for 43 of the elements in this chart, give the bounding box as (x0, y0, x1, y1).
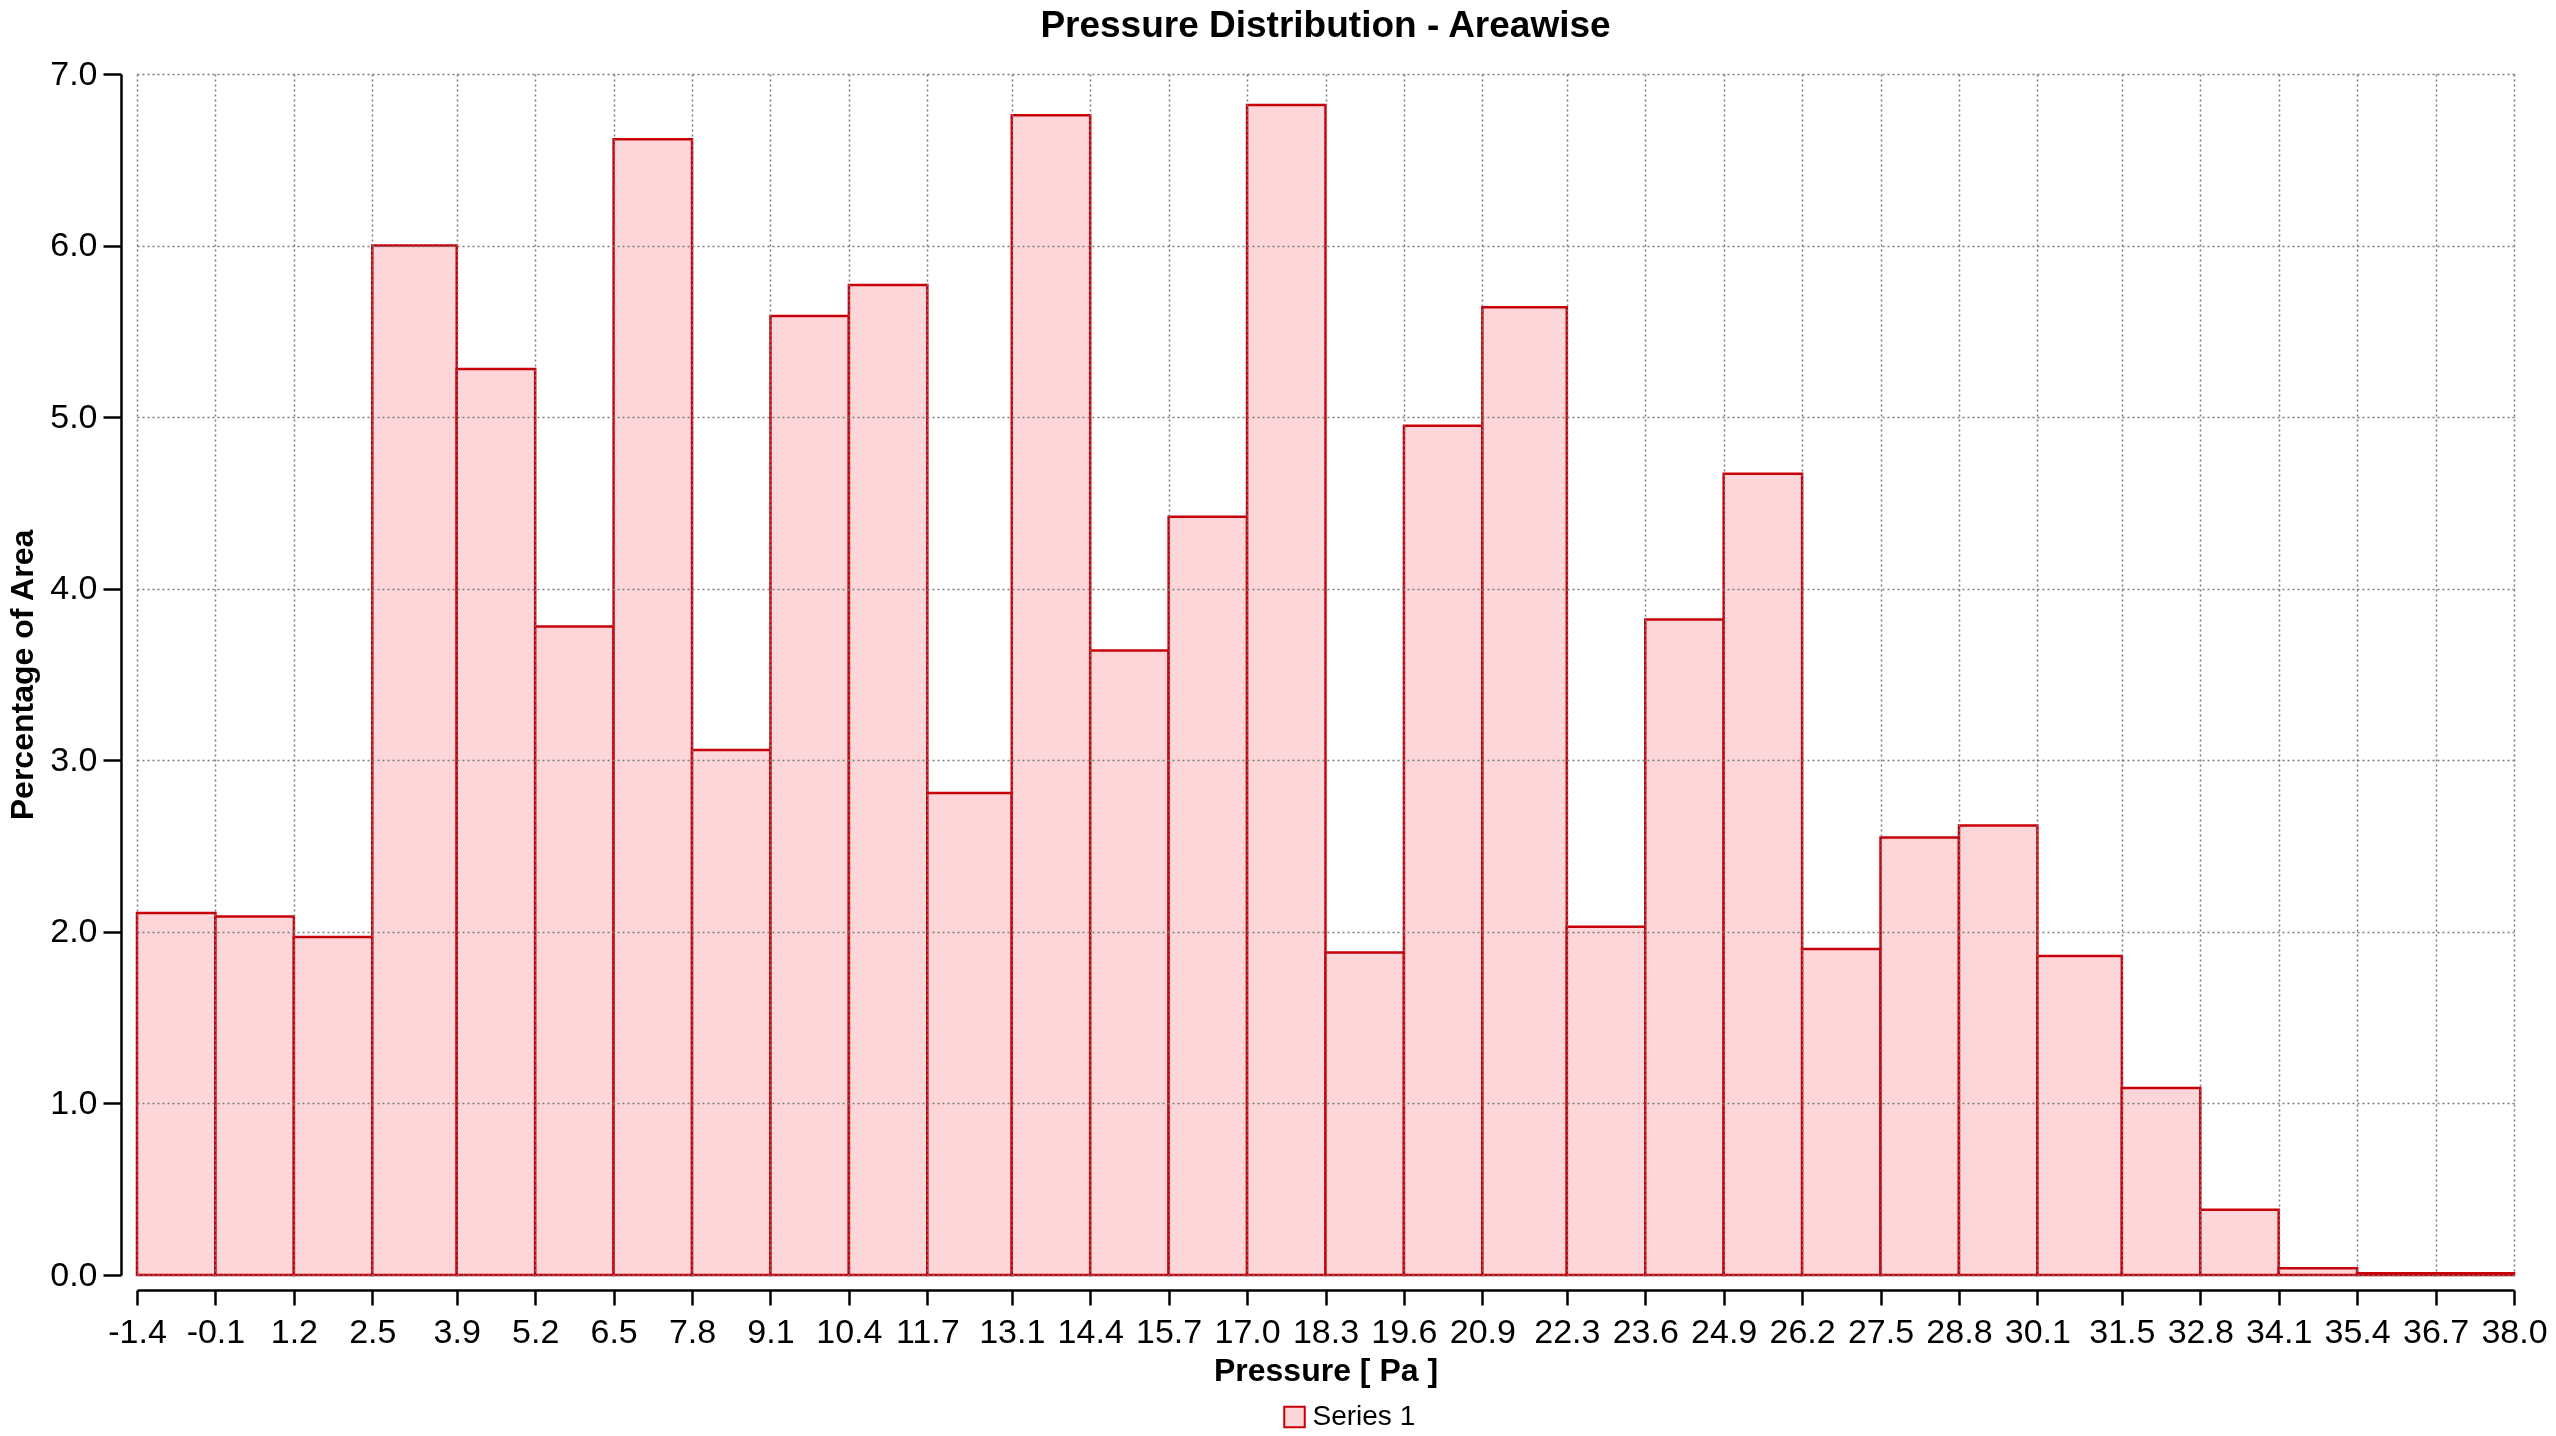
x-tick-label: 34.1 (2246, 1311, 2313, 1350)
x-tick-label: 35.4 (2324, 1311, 2391, 1350)
x-tick-label: 36.7 (2402, 1311, 2470, 1350)
x-tick-label: 1.2 (270, 1311, 318, 1350)
x-tick-label: 5.2 (512, 1311, 560, 1350)
x-tick-label: 27.5 (1847, 1311, 1915, 1350)
x-tick-label: 32.8 (2167, 1311, 2234, 1350)
y-axis-title: Percentage of Area (4, 529, 41, 821)
x-tick-label: 17.0 (1214, 1311, 1281, 1350)
y-tick-label: 0.0 (50, 1254, 98, 1293)
x-tick-label: 26.2 (1769, 1311, 1836, 1350)
x-tick-label: 22.3 (1534, 1311, 1601, 1350)
x-tick-label: 14.4 (1057, 1311, 1124, 1350)
y-tick-label: 1.0 (50, 1082, 98, 1121)
x-tick-label: 19.6 (1371, 1311, 1438, 1350)
x-tick-label: 23.6 (1612, 1311, 1679, 1350)
x-tick-label: 31.5 (2089, 1311, 2156, 1350)
x-axis-title: Pressure [ Pa ] (1213, 1351, 1439, 1388)
x-tick-label: 18.3 (1292, 1311, 1360, 1350)
x-tick-label: -1.4 (108, 1311, 167, 1350)
legend-label: Series 1 (1312, 1400, 1416, 1431)
x-tick-label: 11.7 (895, 1311, 960, 1350)
x-tick-label: 7.8 (668, 1311, 717, 1350)
y-tick-label: 4.0 (50, 568, 98, 607)
x-tick-label: 9.1 (747, 1311, 795, 1350)
x-tick-label: 20.9 (1449, 1311, 1516, 1350)
y-tick-label: 3.0 (50, 739, 98, 778)
x-tick-label: 10.4 (816, 1311, 883, 1350)
y-tick-label: 5.0 (50, 396, 98, 435)
x-tick-label: 3.9 (433, 1311, 481, 1350)
y-tick-label: 2.0 (50, 911, 98, 950)
x-tick-label: -0.1 (186, 1311, 246, 1350)
x-tick-label: 6.5 (590, 1311, 638, 1350)
y-tick-label: 7.0 (50, 53, 98, 92)
x-tick-label: 15.7 (1136, 1311, 1203, 1350)
x-tick-label: 30.1 (2004, 1311, 2071, 1350)
y-tick-label: 6.0 (50, 225, 98, 264)
x-tick-label: 13.1 (979, 1311, 1046, 1350)
x-tick-label: 24.9 (1691, 1311, 1758, 1350)
chart-title: Pressure Distribution - Areawise (1040, 4, 1611, 45)
x-tick-label: 38.0 (2481, 1311, 2548, 1350)
x-tick-label: 2.5 (349, 1311, 397, 1350)
x-tick-label: 28.8 (1926, 1311, 1993, 1350)
